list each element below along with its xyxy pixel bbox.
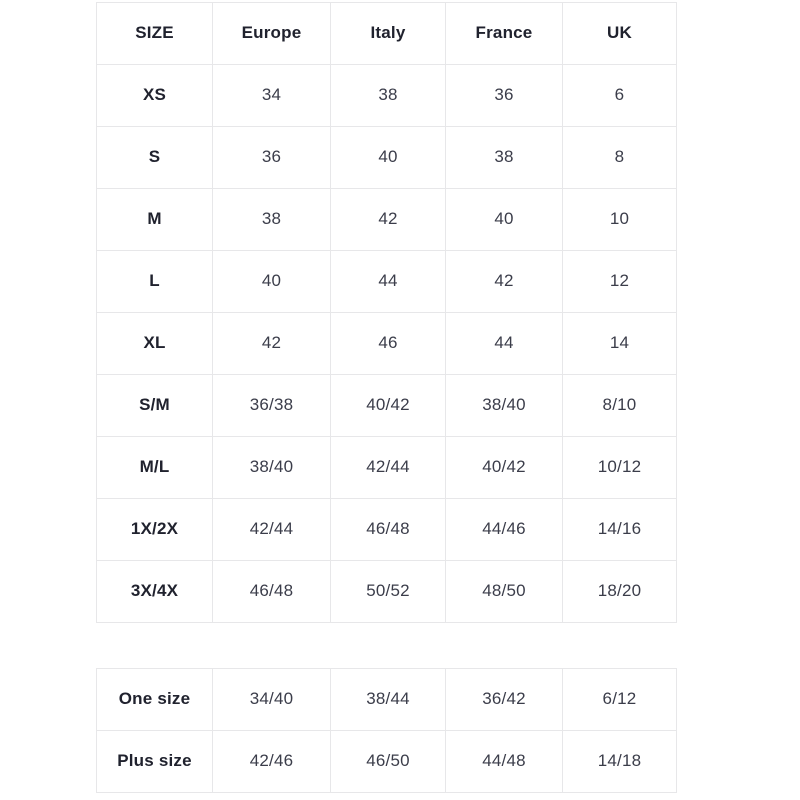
cell-one-size-italy: 38/44 [330,668,446,731]
table-row: One size 34/40 38/44 36/42 6/12 [96,668,677,731]
cell-m-l-italy: 42/44 [330,436,446,499]
row-label-xs: XS [96,64,213,127]
cell-s-europe: 36 [212,126,331,189]
column-header-italy: Italy [330,2,446,65]
cell-xl-europe: 42 [212,312,331,375]
cell-s-m-italy: 40/42 [330,374,446,437]
cell-plus-size-italy: 46/50 [330,730,446,793]
standard-size-table: SIZE Europe Italy France UK XS 34 38 36 … [96,2,677,623]
header-row: SIZE Europe Italy France UK [96,2,677,65]
cell-xl-italy: 46 [330,312,446,375]
table-body: XS 34 38 36 6 S 36 40 38 8 M 38 42 [96,64,677,623]
table-body: One size 34/40 38/44 36/42 6/12 Plus siz… [96,668,677,793]
table-row: XL 42 46 44 14 [96,312,677,375]
column-header-uk: UK [562,2,677,65]
cell-l-france: 42 [445,250,563,313]
row-label-s-m: S/M [96,374,213,437]
cell-s-uk: 8 [562,126,677,189]
column-header-france: France [445,2,563,65]
cell-one-size-uk: 6/12 [562,668,677,731]
row-label-s: S [96,126,213,189]
table-row: M/L 38/40 42/44 40/42 10/12 [96,436,677,499]
cell-xs-europe: 34 [212,64,331,127]
table-row: S/M 36/38 40/42 38/40 8/10 [96,374,677,437]
table-header: SIZE Europe Italy France UK [96,2,677,65]
cell-xl-france: 44 [445,312,563,375]
cell-1x-2x-uk: 14/16 [562,498,677,561]
one-size-plus-size-table: One size 34/40 38/44 36/42 6/12 Plus siz… [96,668,677,793]
cell-plus-size-europe: 42/46 [212,730,331,793]
table-row: 3X/4X 46/48 50/52 48/50 18/20 [96,560,677,623]
cell-plus-size-uk: 14/18 [562,730,677,793]
row-label-xl: XL [96,312,213,375]
one-size-plus-size-table-container: One size 34/40 38/44 36/42 6/12 Plus siz… [96,668,677,793]
cell-xl-uk: 14 [562,312,677,375]
cell-m-l-europe: 38/40 [212,436,331,499]
cell-1x-2x-europe: 42/44 [212,498,331,561]
cell-s-france: 38 [445,126,563,189]
table-row: S 36 40 38 8 [96,126,677,189]
cell-1x-2x-italy: 46/48 [330,498,446,561]
cell-s-m-france: 38/40 [445,374,563,437]
table-row: L 40 44 42 12 [96,250,677,313]
table-row: Plus size 42/46 46/50 44/48 14/18 [96,730,677,793]
cell-xs-italy: 38 [330,64,446,127]
cell-xs-france: 36 [445,64,563,127]
cell-one-size-europe: 34/40 [212,668,331,731]
cell-m-france: 40 [445,188,563,251]
table-row: M 38 42 40 10 [96,188,677,251]
cell-s-m-europe: 36/38 [212,374,331,437]
row-label-3x-4x: 3X/4X [96,560,213,623]
row-label-one-size: One size [96,668,213,731]
cell-3x-4x-uk: 18/20 [562,560,677,623]
row-label-m: M [96,188,213,251]
cell-m-europe: 38 [212,188,331,251]
cell-1x-2x-france: 44/46 [445,498,563,561]
table-row: 1X/2X 42/44 46/48 44/46 14/16 [96,498,677,561]
cell-3x-4x-europe: 46/48 [212,560,331,623]
cell-3x-4x-italy: 50/52 [330,560,446,623]
column-header-size: SIZE [96,2,213,65]
cell-s-italy: 40 [330,126,446,189]
cell-xs-uk: 6 [562,64,677,127]
row-label-1x-2x: 1X/2X [96,498,213,561]
row-label-m-l: M/L [96,436,213,499]
cell-one-size-france: 36/42 [445,668,563,731]
row-label-plus-size: Plus size [96,730,213,793]
table-row: XS 34 38 36 6 [96,64,677,127]
column-header-europe: Europe [212,2,331,65]
cell-m-l-france: 40/42 [445,436,563,499]
cell-plus-size-france: 44/48 [445,730,563,793]
row-label-l: L [96,250,213,313]
standard-size-table-container: SIZE Europe Italy France UK XS 34 38 36 … [96,2,677,623]
cell-m-italy: 42 [330,188,446,251]
cell-m-uk: 10 [562,188,677,251]
cell-l-europe: 40 [212,250,331,313]
cell-s-m-uk: 8/10 [562,374,677,437]
cell-m-l-uk: 10/12 [562,436,677,499]
cell-3x-4x-france: 48/50 [445,560,563,623]
cell-l-uk: 12 [562,250,677,313]
cell-l-italy: 44 [330,250,446,313]
